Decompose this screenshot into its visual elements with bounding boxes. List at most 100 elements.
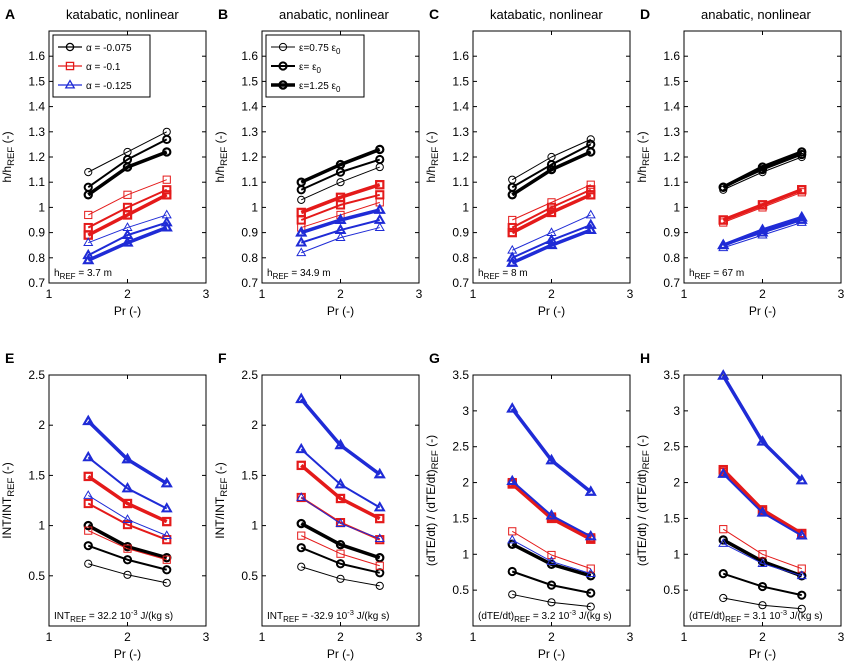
y-tick-label: 1.3	[241, 125, 258, 139]
y-tick-label: 2	[462, 476, 469, 490]
x-tick-label: 3	[416, 630, 423, 644]
series-line	[87, 495, 167, 537]
data-point	[162, 565, 172, 575]
y-tick-label: 1.4	[663, 100, 680, 114]
y-tick-label: 1	[251, 519, 258, 533]
data-point	[162, 147, 172, 157]
data-point	[545, 509, 558, 520]
data-point	[547, 550, 556, 560]
y-axis-label: h/hREF​ (-)	[213, 131, 230, 182]
data-point	[718, 182, 728, 192]
data-point	[334, 213, 347, 224]
series-line	[511, 188, 592, 229]
x-tick-label: 1	[259, 630, 266, 644]
data-point	[507, 534, 518, 544]
data-point	[297, 195, 306, 204]
legend: ε=0.75 ε0​ ε= ε0​ ε=1.25 ε0​	[265, 34, 365, 98]
y-tick-label: 3.5	[663, 368, 680, 382]
series-line	[87, 544, 167, 571]
series-line	[722, 215, 803, 247]
series-line	[721, 374, 803, 482]
data-point	[586, 602, 595, 611]
data-point	[162, 190, 172, 200]
y-tick-label: 0.5	[452, 583, 469, 597]
data-point	[161, 530, 172, 540]
data-point	[796, 217, 807, 226]
x-tick-label: 2	[337, 630, 344, 644]
data-point	[122, 555, 133, 565]
series-line	[723, 156, 802, 191]
y-tick-label: 1.5	[28, 468, 45, 482]
y-tick-label: 1.3	[28, 125, 45, 139]
series-line	[722, 572, 802, 597]
data-point	[83, 490, 94, 499]
data-point	[586, 564, 595, 573]
series-line	[87, 193, 168, 237]
y-tick-label: 1.4	[28, 100, 45, 114]
series-line	[300, 522, 381, 560]
y-axis-label: (dTE/dt) / (dTE/dt)REF​ (-)	[635, 435, 652, 566]
y-tick-label: 1.2	[28, 150, 45, 164]
series-line	[87, 221, 168, 257]
series-line	[511, 228, 592, 265]
data-point	[375, 190, 385, 200]
panel-title: katabatic, nonlinear	[490, 7, 603, 22]
series-line	[511, 143, 592, 189]
y-tick-label: 0.7	[452, 276, 469, 290]
legend-marker	[278, 80, 288, 90]
y-tick-label: 1	[462, 547, 469, 561]
series-line	[87, 474, 168, 524]
y-tick-label: 2.5	[663, 440, 680, 454]
x-tick-label: 3	[203, 287, 210, 301]
series-line	[300, 147, 381, 184]
x-axis-label: Pr (-)	[327, 304, 354, 318]
panel-e: 1 2 3 0.5 1 1.5 2 2.5 E Pr (-) INT/INTREF​ (-) INTR…	[0, 350, 210, 661]
data-point	[373, 213, 386, 224]
x-axis-label: Pr (-)	[538, 647, 565, 661]
data-point	[375, 513, 385, 524]
data-point	[83, 541, 93, 551]
y-tick-label: 1.5	[241, 468, 258, 482]
panel-letter: F	[218, 350, 227, 366]
series-line	[512, 539, 591, 575]
data-point	[336, 574, 345, 583]
y-tick-label: 1.5	[28, 74, 45, 88]
data-point	[162, 134, 172, 144]
data-point	[717, 467, 730, 478]
data-point	[160, 216, 173, 227]
series-line	[88, 179, 167, 216]
series-line	[300, 464, 381, 521]
data-point	[83, 190, 93, 200]
panel-title: anabatic, nonlinear	[701, 7, 812, 22]
data-point	[795, 473, 808, 485]
data-point	[547, 198, 556, 207]
series-line	[510, 407, 592, 494]
data-point	[546, 207, 557, 218]
y-tick-label: 1	[673, 547, 680, 561]
x-tick-label: 2	[548, 287, 555, 301]
y-tick-label: 0.7	[663, 276, 680, 290]
panel-title: katabatic, nonlinear	[66, 7, 179, 22]
data-point	[334, 438, 347, 450]
data-point	[718, 569, 728, 579]
data-point	[83, 471, 93, 482]
data-point	[374, 222, 385, 231]
data-point	[507, 227, 517, 238]
data-point	[335, 493, 346, 504]
data-point	[296, 247, 307, 257]
data-point	[585, 568, 596, 578]
series-line	[87, 419, 168, 485]
data-point	[586, 588, 596, 598]
y-tick-label: 1.5	[452, 74, 469, 88]
y-tick-label: 0.8	[663, 251, 680, 265]
legend-label: ε=1.25 ε0​	[299, 81, 341, 94]
y-tick-label: 1	[251, 200, 258, 214]
data-point	[795, 529, 808, 540]
annotation: INTREF​ = -32.9 10-3​ J/(kg s)	[267, 608, 389, 624]
series-line	[511, 530, 591, 570]
series-line	[87, 225, 168, 262]
data-point	[507, 539, 517, 549]
x-tick-label: 2	[124, 287, 131, 301]
data-point	[296, 543, 306, 553]
x-axis-label: Pr (-)	[749, 647, 776, 661]
